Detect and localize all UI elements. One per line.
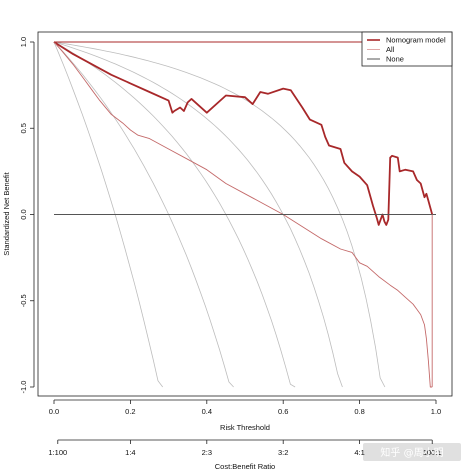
cost-benefit-tick-label: 100:1 xyxy=(423,448,442,457)
x-tick-label: 0.2 xyxy=(125,407,135,416)
y-tick-label: 1.0 xyxy=(19,37,28,47)
legend-label: Nomogram model xyxy=(386,36,446,45)
y-tick-label: -1.0 xyxy=(19,381,28,394)
cost-benefit-tick-label: 1:100 xyxy=(48,448,67,457)
x-tick-label: 0.8 xyxy=(354,407,364,416)
plot-frame xyxy=(37,31,453,397)
x-tick-label: 1.0 xyxy=(431,407,441,416)
watermark-text: 知乎 @周小明 xyxy=(380,446,443,459)
series-line-all xyxy=(53,41,433,388)
y-tick-label: 0.0 xyxy=(19,209,28,219)
reference-curves xyxy=(53,41,386,388)
cost-benefit-tick-label: 3:2 xyxy=(278,448,288,457)
reference-curve-2 xyxy=(53,41,234,388)
x-tick-label: 0.4 xyxy=(202,407,212,416)
watermark-bg xyxy=(363,443,461,461)
y-tick-label: -0.5 xyxy=(19,294,28,307)
y-axis: -1.0 -0.5 0.0 0.5 1.0 xyxy=(19,37,35,394)
legend-label: None xyxy=(386,55,404,64)
reference-curve-5 xyxy=(53,41,386,388)
cost-benefit-tick-label: 1:4 xyxy=(125,448,135,457)
cost-benefit-axis: 1:100 1:4 2:3 3:2 4:1 100:1 xyxy=(48,439,442,457)
y-axis-title: Standardized Net Benefit xyxy=(2,171,11,255)
plot-border xyxy=(37,31,453,397)
x-tick-label: 0.0 xyxy=(49,407,59,416)
legend-label: All xyxy=(386,45,395,54)
cost-benefit-tick-label: 2:3 xyxy=(202,448,212,457)
reference-curve-3 xyxy=(53,41,296,388)
watermark: 知乎 @周小明 xyxy=(363,443,461,461)
x-axis: 0.0 0.2 0.4 0.6 0.8 1.0 xyxy=(49,399,441,416)
x-tick-label: 0.6 xyxy=(278,407,288,416)
reference-curve-4 xyxy=(53,41,343,388)
series-layer xyxy=(53,41,436,388)
series-line-nomogram-model xyxy=(53,41,434,226)
cost-benefit-tick-label: 4:1 xyxy=(354,448,364,457)
cost-benefit-axis-title: Cost:Benefit Ratio xyxy=(215,462,275,471)
x-axis-title: Risk Threshold xyxy=(220,423,270,432)
reference-curve-1 xyxy=(53,41,164,388)
y-tick-label: 0.5 xyxy=(19,123,28,133)
